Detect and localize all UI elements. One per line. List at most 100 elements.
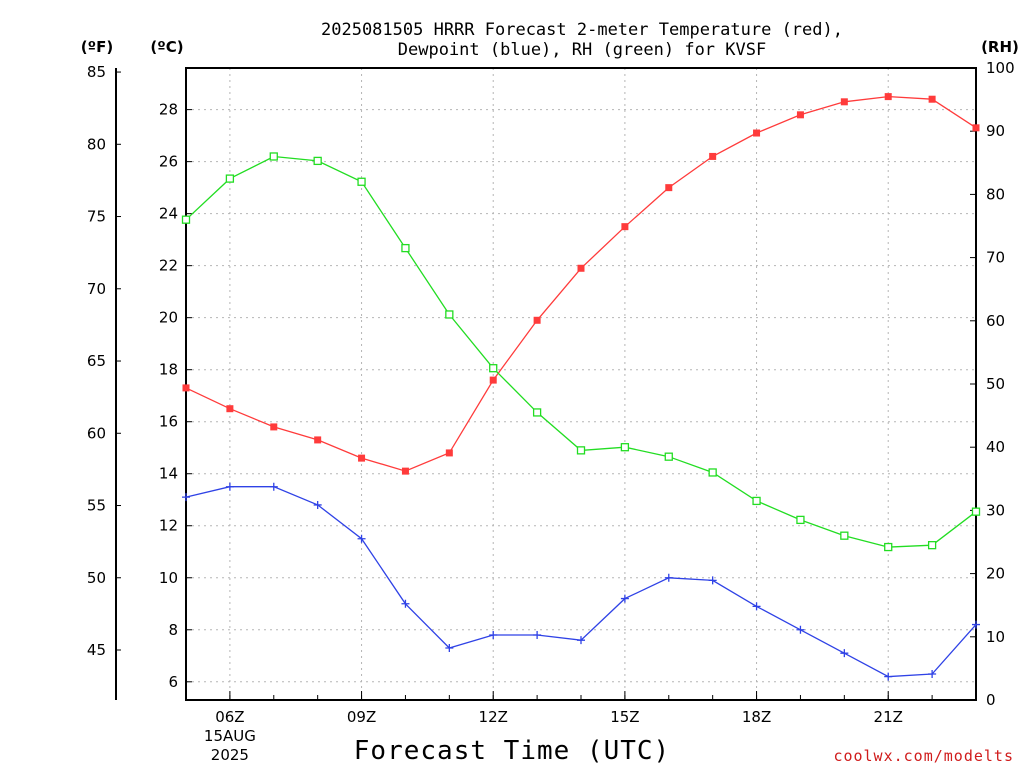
temperature-point bbox=[226, 405, 234, 413]
celsius-tick-label: 20 bbox=[159, 309, 178, 327]
x-tick-label: 12Z bbox=[479, 708, 508, 726]
celsius-tick-label: 22 bbox=[159, 257, 178, 275]
rh-point bbox=[225, 174, 235, 183]
fahrenheit-tick-label: 60 bbox=[87, 424, 106, 442]
plot-frame bbox=[185, 67, 977, 701]
rh-point bbox=[708, 468, 717, 477]
temperature-point bbox=[621, 223, 629, 231]
celsius-tick-label: 10 bbox=[159, 569, 178, 587]
dewpoint-point bbox=[489, 630, 498, 639]
x-axis-title: Forecast Time (UTC) bbox=[354, 736, 670, 766]
rh-point bbox=[796, 515, 805, 525]
temperature-point bbox=[577, 264, 585, 272]
rh-point bbox=[752, 496, 761, 506]
dewpoint-point bbox=[752, 602, 761, 611]
dewpoint-point bbox=[401, 599, 410, 608]
temperature-point bbox=[753, 129, 761, 137]
fahrenheit-tick-label: 70 bbox=[87, 280, 106, 298]
fahrenheit-tick-label: 45 bbox=[87, 641, 106, 659]
dewpoint-point bbox=[357, 534, 366, 543]
dewpoint-point bbox=[928, 669, 937, 678]
temperature-point bbox=[928, 95, 936, 103]
fahrenheit-tick-label: 50 bbox=[87, 569, 106, 587]
rh-point bbox=[181, 215, 191, 224]
rh-point bbox=[576, 446, 586, 455]
rh-point bbox=[840, 531, 849, 540]
celsius-tick-label: 18 bbox=[159, 361, 178, 379]
data-series bbox=[181, 93, 981, 681]
dewpoint-line bbox=[185, 486, 977, 678]
x-tick-label: 18Z bbox=[742, 708, 771, 726]
dewpoint-point bbox=[664, 573, 673, 582]
x-tick-label: 06Z bbox=[215, 708, 244, 726]
temperature-point bbox=[533, 316, 541, 324]
celsius-tick-label: 24 bbox=[159, 205, 178, 223]
temperature-point bbox=[358, 454, 366, 462]
temperature-point bbox=[840, 98, 848, 106]
source-credit: coolwx.com/modelts bbox=[833, 747, 1014, 765]
fahrenheit-tick-label: 80 bbox=[87, 135, 106, 153]
x-tick-label: 15Z bbox=[610, 708, 639, 726]
dewpoint-point bbox=[269, 482, 278, 491]
celsius-tick-label: 14 bbox=[159, 465, 178, 483]
temperature-line bbox=[185, 95, 977, 472]
dewpoint-point bbox=[708, 576, 717, 585]
rh-tick-label: 70 bbox=[986, 249, 1005, 267]
temperature-point bbox=[401, 467, 409, 475]
x-tick-label: 21Z bbox=[874, 708, 903, 726]
gridlines bbox=[186, 68, 976, 700]
dewpoint-point bbox=[796, 625, 805, 634]
temperature-point bbox=[445, 449, 453, 457]
rh-tick-label: 10 bbox=[986, 628, 1005, 646]
celsius-tick-label: 26 bbox=[159, 153, 178, 171]
rh-point bbox=[445, 310, 454, 319]
rh-tick-label: 40 bbox=[986, 438, 1005, 456]
x-tick-label: 09Z bbox=[347, 708, 376, 726]
temperature-point bbox=[796, 111, 804, 119]
rh-unit-label: (RH) bbox=[981, 38, 1019, 56]
celsius-tick-label: 6 bbox=[168, 673, 178, 691]
dewpoint-point bbox=[533, 630, 542, 639]
celsius-tick-label: 28 bbox=[159, 101, 178, 119]
temperature-point bbox=[489, 376, 497, 384]
temperature-point bbox=[709, 152, 717, 160]
chart-title-line-2: Dewpoint (blue), RH (green) for KVSF bbox=[398, 40, 766, 60]
fahrenheit-tick-label: 65 bbox=[87, 352, 106, 370]
fahrenheit-tick-label: 55 bbox=[87, 497, 106, 515]
x-tick-year-label: 2025 bbox=[211, 746, 249, 764]
rh-tick-label: 90 bbox=[986, 122, 1005, 140]
dewpoint-point bbox=[972, 620, 980, 629]
rh-tick-label: 20 bbox=[986, 565, 1005, 583]
chart-title-line-1: 2025081505 HRRR Forecast 2-meter Tempera… bbox=[321, 20, 843, 40]
rh-point bbox=[313, 156, 322, 166]
rh-point bbox=[971, 507, 981, 516]
rh-tick-label: 60 bbox=[986, 312, 1005, 330]
rh-point bbox=[927, 541, 937, 550]
dewpoint-point bbox=[884, 672, 893, 681]
celsius-tick-label: 8 bbox=[168, 621, 178, 639]
celsius-tick-label: 12 bbox=[159, 517, 178, 535]
rh-point bbox=[532, 408, 542, 417]
dewpoint-point bbox=[577, 636, 585, 645]
dewpoint-point bbox=[225, 482, 234, 491]
rh-tick-label: 0 bbox=[986, 691, 996, 709]
axes: 45 50 55 60 65 70 75 80 85 6 8 10 12 14 16 18 20 22 24 26 28… bbox=[87, 59, 1015, 764]
rh-tick-label: 50 bbox=[986, 375, 1005, 393]
celsius-unit-label: (ºC) bbox=[150, 38, 183, 56]
temperature-point bbox=[884, 93, 892, 101]
rh-tick-label: 30 bbox=[986, 501, 1005, 519]
temperature-point bbox=[270, 423, 278, 431]
dewpoint-point bbox=[182, 493, 190, 502]
celsius-tick-label: 16 bbox=[159, 413, 178, 431]
rh-point bbox=[884, 542, 893, 552]
temperature-point bbox=[972, 124, 980, 132]
temperature-point bbox=[314, 436, 322, 444]
temperature-point bbox=[665, 184, 673, 192]
rh-point bbox=[620, 443, 630, 452]
dewpoint-point bbox=[445, 643, 454, 652]
x-tick-date-label: 15AUG bbox=[204, 727, 256, 745]
fahrenheit-unit-label: (ºF) bbox=[81, 38, 113, 56]
fahrenheit-tick-label: 85 bbox=[87, 63, 106, 81]
rh-point bbox=[269, 152, 278, 161]
